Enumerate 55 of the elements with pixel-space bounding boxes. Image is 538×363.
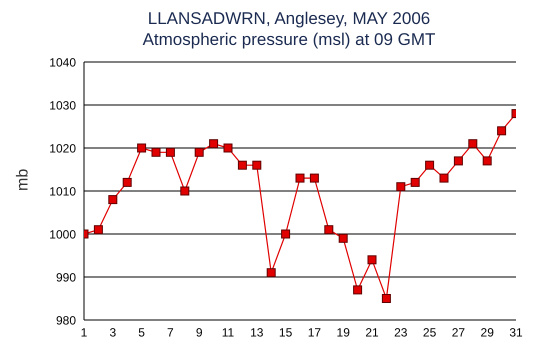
point xyxy=(368,255,376,264)
point xyxy=(281,230,290,238)
point xyxy=(497,126,506,136)
x-tick-label: 9 xyxy=(196,326,203,340)
point xyxy=(296,174,304,183)
point xyxy=(238,160,247,170)
point xyxy=(122,178,132,187)
point xyxy=(482,156,492,166)
y-tick-label: 1030 xyxy=(49,98,76,112)
x-tick-label: 17 xyxy=(308,326,322,340)
point xyxy=(396,182,406,192)
x-tick-label: 5 xyxy=(138,326,146,340)
y-axis-title: mb xyxy=(14,168,32,191)
x-tick-label: 19 xyxy=(336,326,350,340)
point xyxy=(180,186,190,196)
point xyxy=(209,139,218,148)
y-tick-label: 1020 xyxy=(49,141,76,156)
x-tick-label: 11 xyxy=(222,326,235,340)
point xyxy=(94,225,103,234)
x-tick-label: 25 xyxy=(422,326,437,340)
point xyxy=(425,160,434,170)
point xyxy=(410,178,420,187)
point xyxy=(310,174,319,183)
chart-subtitle: Atmospheric pressure (msl) at 09 GMT xyxy=(142,29,436,50)
x-tick-label: 31 xyxy=(509,326,523,340)
x-tick-label: 1 xyxy=(80,326,88,340)
point xyxy=(252,160,262,170)
point xyxy=(137,144,146,152)
point xyxy=(166,148,175,157)
point xyxy=(353,285,362,294)
x-tick-label: 21 xyxy=(365,326,379,340)
point xyxy=(338,234,348,243)
y-tick-label: 1040 xyxy=(49,55,76,70)
x-tick-label: 27 xyxy=(452,326,466,340)
point xyxy=(324,225,334,234)
y-tick-label: 980 xyxy=(56,313,76,328)
x-tick-label: 13 xyxy=(250,326,264,340)
y-tick-label: 990 xyxy=(56,270,76,284)
point xyxy=(440,174,448,183)
point xyxy=(152,148,160,157)
point xyxy=(382,294,391,303)
point xyxy=(224,144,232,152)
y-tick-label: 1010 xyxy=(49,184,76,198)
point xyxy=(194,148,204,157)
y-tick-label: 1000 xyxy=(49,227,76,242)
chart-title: LLANSADWRN, Anglesey, MAY 2006 xyxy=(146,8,432,29)
x-tick-label: 7 xyxy=(167,326,174,340)
point xyxy=(108,195,118,204)
x-tick-label: 3 xyxy=(109,326,116,340)
point xyxy=(454,156,463,166)
x-tick-label: 29 xyxy=(480,326,494,340)
point xyxy=(468,139,478,148)
x-tick-label: 23 xyxy=(394,326,408,340)
x-tick-label: 15 xyxy=(278,326,293,340)
point xyxy=(266,268,276,278)
